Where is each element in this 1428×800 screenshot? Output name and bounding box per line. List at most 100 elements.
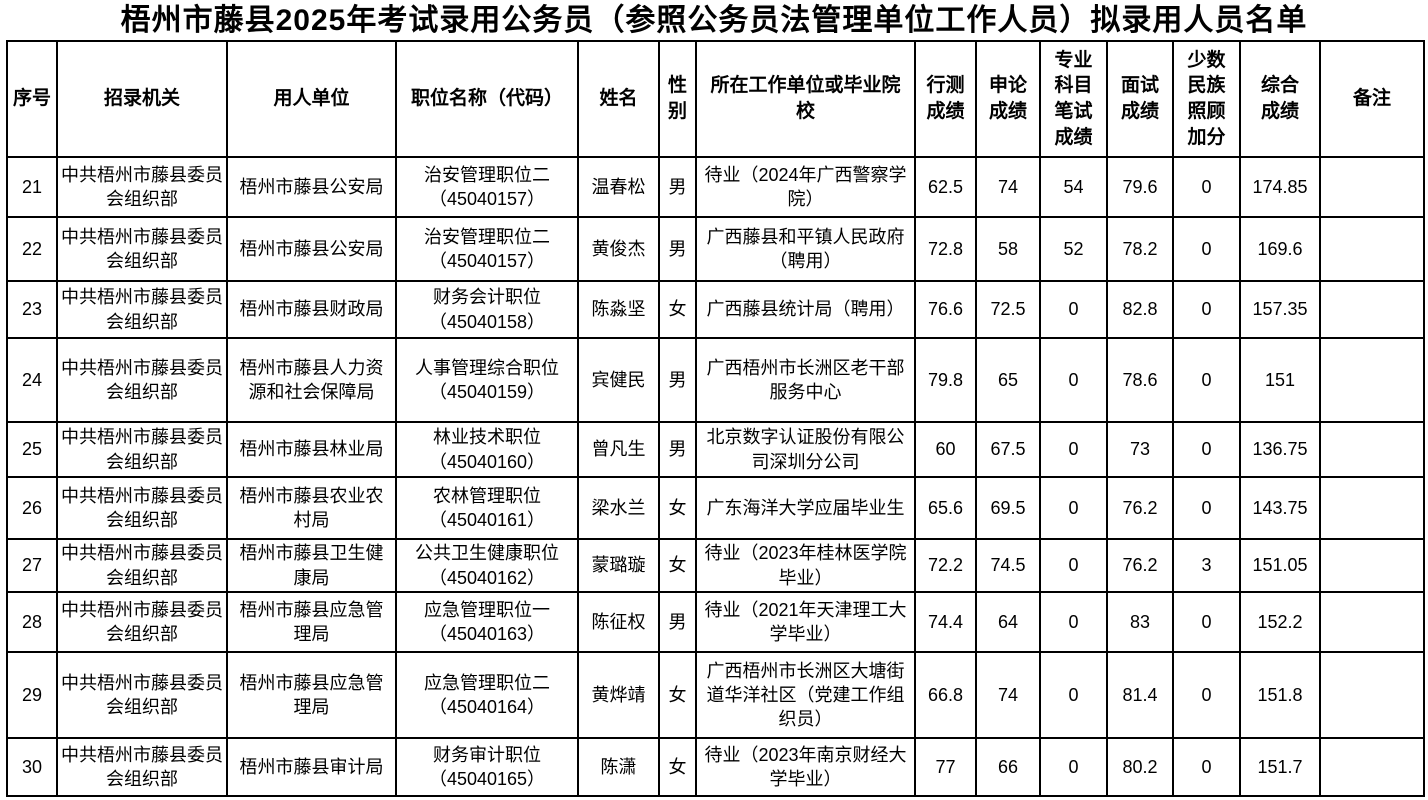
table-body: 21 中共梧州市藤县委员会组织部 梧州市藤县公安局 治安管理职位二 （45040157… (6, 156, 1425, 797)
cell-employer: 梧州市藤县公安局 (226, 156, 397, 218)
cell-name: 蒙璐璇 (577, 538, 660, 593)
cell-agency: 中共梧州市藤县委员会组织部 (56, 476, 228, 540)
cell-name: 梁水兰 (577, 476, 660, 540)
cell-position: 公共卫生健康职位 （45040162） (395, 538, 579, 593)
col-header-name: 姓名 (577, 40, 660, 158)
cell-zonghe: 157.35 (1239, 280, 1321, 339)
cell-mianshi: 82.8 (1106, 280, 1174, 339)
cell-employer: 梧州市藤县应急管理局 (226, 591, 397, 653)
cell-shenlun: 69.5 (975, 476, 1041, 540)
col-header-zonghe: 综合 成绩 (1239, 40, 1321, 158)
cell-remark (1319, 216, 1425, 282)
cell-employer: 梧州市藤县卫生健康局 (226, 538, 397, 593)
cell-name: 曾凡生 (577, 421, 660, 478)
cell-name: 黄俊杰 (577, 216, 660, 282)
cell-gender: 女 (658, 651, 697, 739)
cell-seq: 21 (6, 156, 58, 218)
cell-zhuanye: 0 (1039, 421, 1108, 478)
cell-xingce: 66.8 (914, 651, 977, 739)
table-row: 30 中共梧州市藤县委员会组织部 梧州市藤县审计局 财务审计职位 （45040165）… (6, 737, 1425, 797)
cell-jiafen: 0 (1172, 651, 1241, 739)
cell-gender: 女 (658, 280, 697, 339)
cell-employer: 梧州市藤县财政局 (226, 280, 397, 339)
cell-remark (1319, 421, 1425, 478)
page-title: 梧州市藤县2025年考试录用公务员（参照公务员法管理单位工作人员）拟录用人员名单 (120, 4, 1308, 37)
cell-shenlun: 64 (975, 591, 1041, 653)
cell-xingce: 74.4 (914, 591, 977, 653)
col-header-workplace: 所在工作单位或毕业院 校 (695, 40, 916, 158)
cell-seq: 30 (6, 737, 58, 797)
cell-position: 治安管理职位二 （45040157） (395, 216, 579, 282)
cell-zonghe: 174.85 (1239, 156, 1321, 218)
cell-seq: 24 (6, 337, 58, 423)
cell-position: 林业技术职位 （45040160） (395, 421, 579, 478)
cell-remark (1319, 737, 1425, 797)
cell-jiafen: 0 (1172, 156, 1241, 218)
col-header-remark: 备注 (1319, 40, 1425, 158)
cell-name: 陈征权 (577, 591, 660, 653)
cell-xingce: 60 (914, 421, 977, 478)
cell-gender: 女 (658, 737, 697, 797)
table-row: 24 中共梧州市藤县委员会组织部 梧州市藤县人力资源和社会保障局 人事管理综合职位 （… (6, 337, 1425, 423)
cell-zonghe: 136.75 (1239, 421, 1321, 478)
cell-remark (1319, 337, 1425, 423)
cell-xingce: 77 (914, 737, 977, 797)
table-header: 序号 招录机关 用人单位 职位名称（代码） 姓名 性别 所在工作单位或毕业院 校行测 成绩申… (6, 40, 1425, 158)
table-row: 28 中共梧州市藤县委员会组织部 梧州市藤县应急管理局 应急管理职位一 （450401… (6, 591, 1425, 653)
cell-zonghe: 151.8 (1239, 651, 1321, 739)
cell-jiafen: 3 (1172, 538, 1241, 593)
cell-jiafen: 0 (1172, 737, 1241, 797)
table-row: 26 中共梧州市藤县委员会组织部 梧州市藤县农业农村局 农林管理职位 （4504016… (6, 476, 1425, 540)
cell-mianshi: 76.2 (1106, 476, 1174, 540)
cell-employer: 梧州市藤县人力资源和社会保障局 (226, 337, 397, 423)
cell-workplace: 广西藤县统计局（聘用） (695, 280, 916, 339)
cell-zonghe: 152.2 (1239, 591, 1321, 653)
cell-gender: 女 (658, 538, 697, 593)
cell-gender: 男 (658, 216, 697, 282)
cell-gender: 男 (658, 156, 697, 218)
col-header-gender: 性别 (658, 40, 697, 158)
cell-name: 陈潇 (577, 737, 660, 797)
cell-jiafen: 0 (1172, 337, 1241, 423)
cell-zhuanye: 0 (1039, 538, 1108, 593)
cell-name: 黄烨靖 (577, 651, 660, 739)
cell-remark (1319, 591, 1425, 653)
cell-workplace: 广西梧州市长洲区老干部服务中心 (695, 337, 916, 423)
cell-workplace: 广西藤县和平镇人民政府（聘用） (695, 216, 916, 282)
recruitment-roster-table: 序号 招录机关 用人单位 职位名称（代码） 姓名 性别 所在工作单位或毕业院 校行测 成绩申… (6, 40, 1425, 797)
cell-gender: 男 (658, 337, 697, 423)
cell-employer: 梧州市藤县农业农村局 (226, 476, 397, 540)
cell-shenlun: 66 (975, 737, 1041, 797)
cell-agency: 中共梧州市藤县委员会组织部 (56, 737, 228, 797)
cell-zonghe: 169.6 (1239, 216, 1321, 282)
cell-zhuanye: 0 (1039, 591, 1108, 653)
cell-agency: 中共梧州市藤县委员会组织部 (56, 156, 228, 218)
cell-shenlun: 74.5 (975, 538, 1041, 593)
cell-employer: 梧州市藤县公安局 (226, 216, 397, 282)
cell-workplace: 待业（2023年桂林医学院毕业） (695, 538, 916, 593)
cell-seq: 28 (6, 591, 58, 653)
cell-workplace: 待业（2023年南京财经大学毕业） (695, 737, 916, 797)
cell-position: 农林管理职位 （45040161） (395, 476, 579, 540)
cell-zhuanye: 0 (1039, 651, 1108, 739)
col-header-seq: 序号 (6, 40, 58, 158)
cell-seq: 27 (6, 538, 58, 593)
col-header-mianshi: 面试 成绩 (1106, 40, 1174, 158)
table-row: 23 中共梧州市藤县委员会组织部 梧州市藤县财政局 财务会计职位 （45040158）… (6, 280, 1425, 339)
cell-agency: 中共梧州市藤县委员会组织部 (56, 591, 228, 653)
table-row: 27 中共梧州市藤县委员会组织部 梧州市藤县卫生健康局 公共卫生健康职位 （45040… (6, 538, 1425, 593)
cell-shenlun: 65 (975, 337, 1041, 423)
cell-employer: 梧州市藤县应急管理局 (226, 651, 397, 739)
cell-name: 温春松 (577, 156, 660, 218)
col-header-employer: 用人单位 (226, 40, 397, 158)
cell-seq: 23 (6, 280, 58, 339)
cell-xingce: 72.8 (914, 216, 977, 282)
cell-remark (1319, 280, 1425, 339)
cell-xingce: 65.6 (914, 476, 977, 540)
cell-workplace: 北京数字认证股份有限公司深圳分公司 (695, 421, 916, 478)
cell-zonghe: 143.75 (1239, 476, 1321, 540)
cell-agency: 中共梧州市藤县委员会组织部 (56, 216, 228, 282)
cell-xingce: 62.5 (914, 156, 977, 218)
table-row: 22 中共梧州市藤县委员会组织部 梧州市藤县公安局 治安管理职位二 （45040157… (6, 216, 1425, 282)
cell-zonghe: 151 (1239, 337, 1321, 423)
